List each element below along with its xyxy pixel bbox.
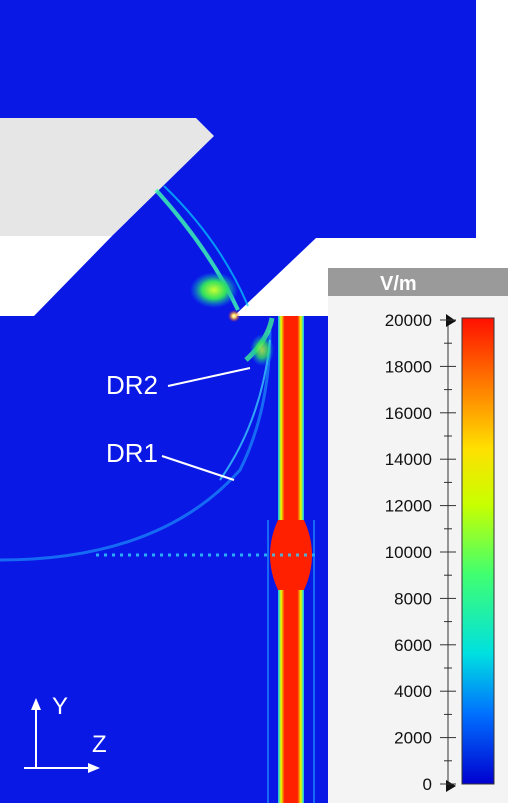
edge-hotspot bbox=[228, 310, 240, 322]
field-blob-small bbox=[250, 334, 274, 366]
field-background-lower bbox=[0, 246, 328, 803]
upper-wedge bbox=[0, 118, 214, 236]
colorbar-tick-label: 14000 bbox=[385, 450, 432, 469]
colorbar-tick-label: 12000 bbox=[385, 497, 432, 516]
y-axis-arrowhead bbox=[31, 698, 41, 710]
dr1-pointer bbox=[161, 455, 235, 481]
colorbar-tick-label: 4000 bbox=[394, 682, 432, 701]
lower-wedge bbox=[234, 238, 476, 316]
colorbar-min-marker bbox=[446, 780, 456, 792]
dr2-pointer bbox=[167, 367, 251, 387]
colorbar-tick-label: 0 bbox=[423, 775, 432, 794]
z-axis-arrowhead bbox=[88, 763, 100, 773]
colorbar-tick-label: 20000 bbox=[385, 311, 432, 330]
colorbar-tick-label: 6000 bbox=[394, 636, 432, 655]
colorbar-tick-label: 2000 bbox=[394, 729, 432, 748]
colorbar-unit: V/m bbox=[380, 273, 417, 295]
colorbar-tick-label: 10000 bbox=[385, 543, 432, 562]
colorbar-tick-label: 16000 bbox=[385, 404, 432, 423]
y-axis-label: Y bbox=[52, 693, 68, 720]
cone-dr1 bbox=[0, 329, 272, 562]
dr1-label: DR1 bbox=[106, 438, 158, 468]
z-axis-label: Z bbox=[92, 731, 107, 758]
dr2-label: DR2 bbox=[106, 370, 158, 400]
field-blob bbox=[190, 272, 238, 308]
colorbar-tick-label: 18000 bbox=[385, 357, 432, 376]
axis-triad bbox=[24, 698, 100, 773]
colorbar-scale bbox=[461, 317, 495, 785]
colorbar-header bbox=[328, 268, 508, 296]
colorbar-tick-label: 8000 bbox=[394, 589, 432, 608]
colorbar-ticks: 2000018000160001400012000100008000600040… bbox=[385, 311, 456, 794]
wake-streak-2 bbox=[163, 185, 249, 307]
upper-wedge-front bbox=[0, 236, 112, 316]
